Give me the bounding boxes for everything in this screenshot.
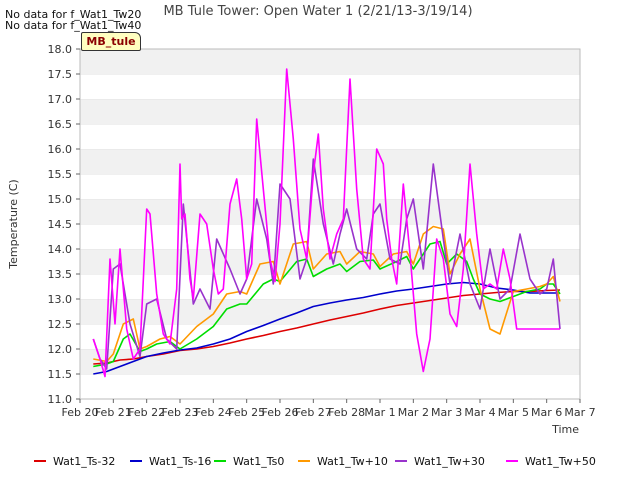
y-axis-label: Temperature (C) xyxy=(7,179,20,269)
series-line-Wat1_Tw+10 xyxy=(93,225,561,363)
grid-band xyxy=(80,374,580,399)
grid-bands xyxy=(80,48,580,399)
grid-band xyxy=(80,74,580,99)
y-tick-label: 18.0 xyxy=(48,43,73,56)
x-tick-label: Feb 28 xyxy=(328,406,365,419)
series-line-Wat1_Tw+50 xyxy=(92,68,560,378)
legend-label: Wat1_Tw+30 xyxy=(414,455,485,468)
chart-title: MB Tule Tower: Open Water 1 (2/21/13-3/1… xyxy=(163,4,472,19)
grid-band xyxy=(80,99,580,124)
y-tick-label: 13.5 xyxy=(48,268,73,281)
grid-band xyxy=(80,124,580,149)
x-tick-label: Feb 23 xyxy=(162,406,199,419)
x-tick-label: Feb 20 xyxy=(62,406,99,419)
x-tick-label: Mar 4 xyxy=(464,406,495,419)
legend-label: Wat1_Ts0 xyxy=(233,455,284,468)
y-tick-label: 14.0 xyxy=(48,243,73,256)
series-lines xyxy=(92,68,561,378)
x-tick-label: Feb 25 xyxy=(228,406,265,419)
x-tick-label: Feb 26 xyxy=(262,406,299,419)
y-tick-label: 11.5 xyxy=(48,368,73,381)
no-data-note-1: No data for f_Wat1_Tw20 xyxy=(5,8,142,21)
no-data-note-2: No data for f_Wat1_Tw40 xyxy=(5,19,142,32)
y-tick-label: 11.0 xyxy=(48,393,73,406)
grid-band xyxy=(80,349,580,374)
y-tick-label: 14.5 xyxy=(48,218,73,231)
x-tick-label: Mar 5 xyxy=(498,406,529,419)
x-axis-label: Time xyxy=(551,423,579,436)
legend-label: Wat1_Ts-16 xyxy=(149,455,211,468)
x-tick-label: Mar 7 xyxy=(564,406,595,419)
y-tick-label: 12.5 xyxy=(48,318,73,331)
y-tick-label: 13.0 xyxy=(48,293,73,306)
legend-label: Wat1_Tw+50 xyxy=(525,455,596,468)
y-tick-label: 17.5 xyxy=(48,68,73,81)
x-tick-label: Mar 1 xyxy=(364,406,395,419)
x-tick-label: Feb 22 xyxy=(128,406,165,419)
grid-band xyxy=(80,224,580,249)
x-tick-label: Mar 6 xyxy=(531,406,562,419)
x-tick-label: Feb 24 xyxy=(195,406,232,419)
legend: Wat1_Ts-32 Wat1_Ts-16 Wat1_Ts0 Wat1_Tw+10 Wa… xyxy=(34,455,596,468)
y-axis-ticks: 11.0 11.5 12.0 12.5 13.0 13.5 14.0 14.5 15.0 15.5… xyxy=(48,43,80,406)
grid-band xyxy=(80,199,580,224)
site-tag: MB_tule xyxy=(81,32,141,51)
y-tick-label: 16.5 xyxy=(48,118,73,131)
x-tick-label: Mar 3 xyxy=(431,406,462,419)
y-tick-label: 12.0 xyxy=(48,343,73,356)
y-tick-label: 15.5 xyxy=(48,168,73,181)
grid-band xyxy=(80,149,580,174)
grid-band xyxy=(80,174,580,199)
y-tick-label: 17.0 xyxy=(48,93,73,106)
x-tick-label: Feb 21 xyxy=(95,406,132,419)
grid-band xyxy=(80,49,580,74)
series-line-Wat1_Ts0 xyxy=(93,240,561,368)
legend-label: Wat1_Tw+10 xyxy=(317,455,388,468)
x-tick-label: Feb 27 xyxy=(295,406,332,419)
x-tick-label: Mar 2 xyxy=(398,406,429,419)
y-tick-label: 15.0 xyxy=(48,193,73,206)
y-tick-label: 16.0 xyxy=(48,143,73,156)
legend-label: Wat1_Ts-32 xyxy=(53,455,115,468)
